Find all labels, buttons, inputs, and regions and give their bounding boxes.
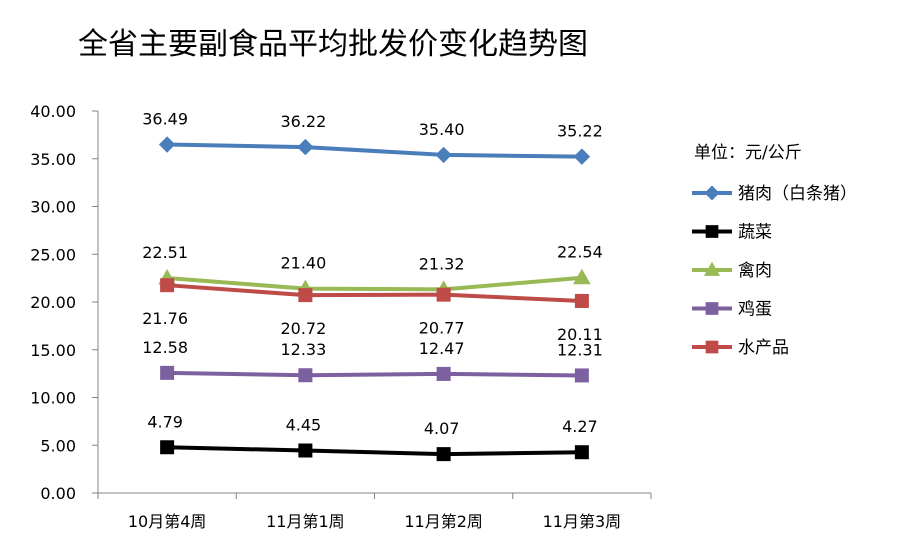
data-label: 4.27 bbox=[562, 417, 598, 436]
unit-label: 单位：元/公斤 bbox=[694, 143, 802, 163]
series-4: 12.58 12.33 12.47 12.31 bbox=[142, 338, 603, 382]
chart-title: 全省主要副食品平均批发价变化趋势图 bbox=[78, 27, 588, 62]
x-tick-label: 10月第4周 bbox=[128, 512, 207, 531]
y-tick-label: 15.00 bbox=[30, 341, 76, 360]
legend-marker bbox=[706, 341, 718, 353]
legend-label: 水产品 bbox=[738, 338, 789, 358]
series-line bbox=[167, 278, 582, 290]
y-axis: 0.00 5.00 10.00 15.00 20.00 25.00 30.00 35.00 40… bbox=[30, 102, 98, 503]
legend-label: 鸡蛋 bbox=[738, 300, 772, 320]
legend-marker bbox=[706, 226, 718, 238]
data-point bbox=[161, 366, 174, 379]
data-point bbox=[299, 289, 312, 302]
y-tick-label: 20.00 bbox=[30, 293, 76, 312]
series-2: 4.79 4.45 4.07 4.27 bbox=[147, 412, 597, 460]
data-label: 4.79 bbox=[147, 412, 183, 431]
data-point bbox=[299, 444, 312, 457]
data-label: 36.22 bbox=[280, 112, 326, 131]
series-1: 36.49 36.22 35.40 35.22 bbox=[142, 110, 603, 165]
data-label: 35.40 bbox=[419, 120, 465, 139]
y-tick-label: 10.00 bbox=[30, 389, 76, 408]
data-label: 20.77 bbox=[419, 319, 465, 338]
data-label: 35.22 bbox=[557, 122, 603, 141]
data-label: 21.40 bbox=[280, 254, 326, 273]
y-tick-label: 35.00 bbox=[30, 150, 76, 169]
data-point bbox=[574, 149, 589, 164]
legend-label: 蔬菜 bbox=[738, 223, 772, 243]
x-axis: 10月第4周 11月第1周 11月第2周 11月第3周 bbox=[98, 493, 651, 531]
data-label: 12.58 bbox=[142, 338, 188, 357]
series-line bbox=[167, 373, 582, 376]
data-label: 21.76 bbox=[142, 309, 188, 328]
data-point bbox=[298, 140, 313, 155]
legend-item: 水产品 bbox=[692, 338, 789, 358]
data-label: 36.49 bbox=[142, 110, 188, 129]
y-tick-label: 30.00 bbox=[30, 198, 76, 217]
data-point bbox=[437, 288, 450, 301]
data-point bbox=[575, 446, 588, 459]
y-tick-label: 25.00 bbox=[30, 245, 76, 264]
legend-item: 鸡蛋 bbox=[692, 300, 772, 320]
series-line bbox=[167, 447, 582, 454]
legend-item: 蔬菜 bbox=[692, 223, 772, 243]
legend-marker bbox=[706, 303, 718, 315]
data-point bbox=[299, 369, 312, 382]
data-point bbox=[437, 448, 450, 461]
data-label: 20.11 bbox=[557, 325, 603, 344]
data-point bbox=[575, 294, 588, 307]
data-label: 22.54 bbox=[557, 243, 603, 262]
data-label: 22.51 bbox=[142, 243, 188, 262]
data-point bbox=[161, 441, 174, 454]
data-point bbox=[161, 279, 174, 292]
legend-marker bbox=[705, 186, 719, 200]
series-layer: 36.49 36.22 35.40 35.22 4.79 4.45 4.07 4.27 22.5… bbox=[142, 110, 603, 461]
legend-item: 猪肉（白条猪） bbox=[692, 184, 857, 204]
data-point bbox=[436, 147, 451, 162]
data-point bbox=[160, 137, 175, 152]
data-label: 4.45 bbox=[286, 416, 322, 435]
data-point bbox=[437, 367, 450, 380]
data-label: 21.32 bbox=[419, 254, 465, 273]
y-tick-label: 0.00 bbox=[40, 484, 76, 503]
x-tick-label: 11月第1周 bbox=[266, 512, 345, 531]
series-line bbox=[167, 145, 582, 157]
data-point bbox=[575, 369, 588, 382]
legend-label: 禽肉 bbox=[738, 261, 772, 281]
data-label: 12.47 bbox=[419, 339, 465, 358]
y-tick-label: 5.00 bbox=[40, 436, 76, 455]
legend-label: 猪肉（白条猪） bbox=[738, 184, 857, 204]
data-label: 4.07 bbox=[424, 419, 460, 438]
x-tick-label: 11月第2周 bbox=[404, 512, 483, 531]
y-tick-label: 40.00 bbox=[30, 102, 76, 121]
x-tick-label: 11月第3周 bbox=[543, 512, 622, 531]
data-label: 20.72 bbox=[280, 319, 326, 338]
legend-item: 禽肉 bbox=[692, 261, 772, 281]
data-label: 12.33 bbox=[280, 340, 326, 359]
